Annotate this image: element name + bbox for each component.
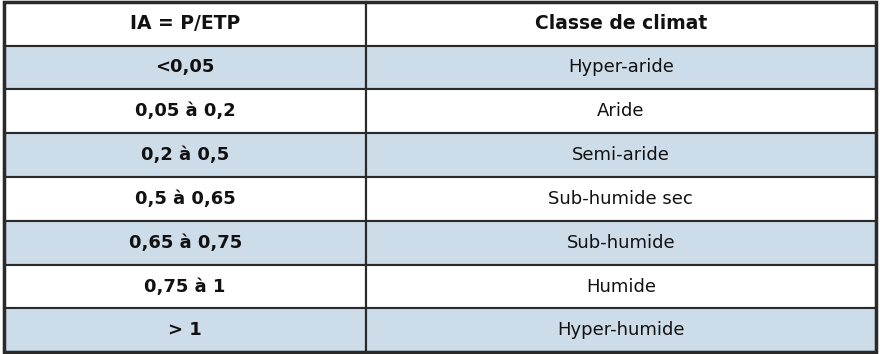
Text: Semi-aride: Semi-aride [572,146,670,164]
Text: Hyper-humide: Hyper-humide [557,321,685,339]
Text: 0,75 à 1: 0,75 à 1 [144,278,226,296]
Text: 0,05 à 0,2: 0,05 à 0,2 [135,102,236,120]
Bar [4,46,366,89]
Bar [4,264,366,308]
Bar [366,89,876,133]
Bar [4,177,366,221]
Bar [4,2,366,46]
Bar [366,46,876,89]
Bar [4,308,366,352]
Bar [4,133,366,177]
Bar [4,221,366,264]
Text: > 1: > 1 [168,321,202,339]
Text: Humide: Humide [586,278,656,296]
Text: Classe de climat: Classe de climat [535,14,707,33]
Text: <0,05: <0,05 [156,58,215,76]
Text: 0,65 à 0,75: 0,65 à 0,75 [128,234,242,252]
Text: Sub-humide sec: Sub-humide sec [548,190,693,208]
Bar [366,221,876,264]
Text: 0,5 à 0,65: 0,5 à 0,65 [135,190,236,208]
Bar [4,89,366,133]
Bar [366,133,876,177]
Text: 0,2 à 0,5: 0,2 à 0,5 [141,146,230,164]
Text: Aride: Aride [597,102,644,120]
Text: Hyper-aride: Hyper-aride [568,58,674,76]
Text: Sub-humide: Sub-humide [567,234,675,252]
Bar [366,308,876,352]
Bar [366,2,876,46]
Bar [366,177,876,221]
Bar [366,264,876,308]
Text: IA = P/ETP: IA = P/ETP [130,14,240,33]
